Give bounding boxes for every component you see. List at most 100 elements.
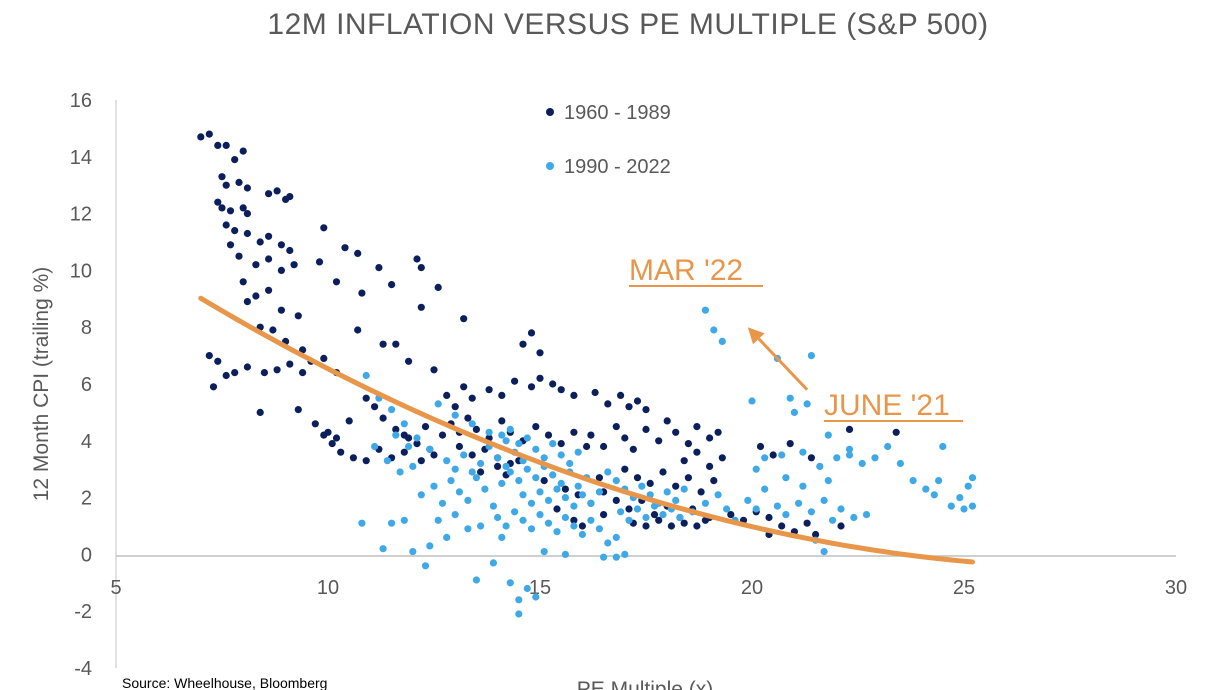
scatter-point-series-1: [845, 445, 854, 453]
scatter-point-series-0: [595, 474, 604, 482]
trendline: [198, 295, 975, 565]
scatter-point-series-1: [405, 442, 413, 451]
scatter-point-series-1: [388, 406, 396, 414]
scatter-point-series-1: [515, 610, 523, 618]
scatter-point-series-0: [672, 428, 680, 436]
scatter-point-series-0: [845, 425, 854, 433]
scatter-point-series-1: [523, 434, 531, 442]
scatter-point-series-1: [540, 548, 548, 556]
scatter-point-series-1: [553, 528, 561, 536]
scatter-point-series-1: [426, 542, 434, 550]
scatter-point-series-0: [621, 434, 629, 442]
scatter-point-series-1: [561, 494, 570, 502]
scatter-point-series-1: [460, 451, 468, 459]
scatter-point-series-0: [205, 352, 213, 360]
scatter-point-series-0: [477, 468, 485, 476]
scatter-point-series-0: [786, 440, 794, 448]
scatter-point-series-1: [561, 550, 570, 559]
scatter-point-series-1: [489, 559, 497, 567]
scatter-point-series-0: [299, 346, 307, 354]
scatter-point-series-1: [379, 545, 387, 553]
scatter-point-series-1: [782, 474, 790, 482]
scatter-point-series-0: [693, 448, 701, 456]
scatter-point-series-0: [273, 187, 281, 195]
scatter-point-series-0: [273, 366, 281, 374]
scatter-point-series-1: [617, 508, 625, 516]
scatter-point-series-1: [960, 505, 968, 513]
scatter-point-series-1: [816, 462, 824, 470]
scatter-point-series-1: [472, 576, 480, 584]
scatter-point-series-1: [561, 513, 570, 522]
scatter-point-series-1: [426, 445, 434, 453]
scatter-point-series-0: [235, 252, 243, 260]
scatter-point-series-1: [612, 533, 620, 542]
scatter-point-series-1: [807, 508, 816, 516]
scatter-point-series-0: [472, 425, 480, 433]
scatter-point-series-1: [396, 468, 404, 476]
scatter-point-series-1: [409, 462, 417, 470]
scatter-point-series-0: [243, 184, 251, 192]
scatter-point-series-1: [650, 502, 659, 510]
scatter-point-series-0: [239, 278, 247, 286]
scatter-point-series-0: [710, 477, 718, 485]
scatter-point-series-1: [820, 548, 828, 556]
scatter-point-series-0: [667, 522, 676, 530]
scatter-point-series-1: [443, 457, 451, 465]
scatter-point-series-0: [379, 340, 387, 348]
scatter-point-series-0: [421, 423, 430, 431]
scatter-point-series-1: [947, 502, 955, 510]
scatter-point-series-0: [604, 400, 612, 408]
scatter-point-series-1: [761, 454, 769, 462]
scatter-point-series-1: [557, 451, 565, 459]
scatter-point-series-0: [642, 406, 650, 414]
scatter-point-series-0: [417, 264, 425, 272]
scatter-point-series-1: [566, 459, 574, 468]
scatter-point-series-1: [532, 445, 540, 453]
scatter-point-series-1: [506, 425, 514, 433]
scatter-point-series-1: [748, 397, 756, 405]
scatter-point-series-0: [252, 292, 260, 300]
source-note: Source: Wheelhouse, Bloomberg: [122, 675, 327, 690]
scatter-point-series-1: [782, 510, 790, 519]
scatter-point-series-0: [672, 482, 680, 490]
scatter-point-series-0: [286, 360, 294, 368]
x-tick-label: 20: [741, 577, 763, 599]
scatter-point-series-1: [409, 548, 417, 556]
x-tick-label: 25: [953, 577, 975, 599]
scatter-point-series-1: [383, 457, 391, 465]
scatter-point-series-0: [265, 255, 273, 263]
scatter-point-series-0: [337, 448, 345, 456]
scatter-point-series-1: [443, 533, 451, 542]
scatter-point-series-1: [549, 471, 557, 479]
scatter-point-series-0: [354, 249, 362, 257]
scatter-point-series-1: [519, 491, 527, 499]
scatter-point-series-1: [922, 485, 930, 493]
scatter-point-series-0: [222, 221, 230, 229]
y-tick-labels: -4 -2 0 2 4 6 8 10 12 14 16: [70, 90, 92, 680]
scatter-point-series-0: [388, 281, 396, 289]
scatter-point-series-0: [379, 414, 387, 422]
scatter-point-series-1: [451, 510, 459, 519]
scatter-point-series-1: [447, 477, 455, 485]
scatter-point-series-1: [799, 482, 807, 490]
scatter-point-series-0: [375, 264, 383, 272]
scatter-point-series-1: [587, 516, 595, 524]
scatter-point-series-0: [277, 306, 285, 314]
scatter-point-series-1: [663, 488, 671, 496]
scatter-point-series-1: [845, 451, 854, 459]
scatter-point-series-0: [231, 156, 239, 164]
scatter-point-series-1: [604, 468, 612, 476]
annotations: MAR '22 JUNE '21: [629, 254, 963, 422]
scatter-point-series-1: [956, 494, 964, 502]
scatter-point-series-0: [498, 417, 506, 425]
scatter-point-series-1: [527, 499, 536, 507]
scatter-point-series-0: [362, 457, 370, 465]
scatter-point-series-0: [532, 423, 540, 431]
scatter-point-series-0: [299, 369, 307, 377]
scatter-point-series-0: [468, 451, 476, 459]
scatter-point-series-1: [574, 482, 582, 490]
scatter-point-series-0: [803, 519, 811, 527]
scatter-point-series-0: [320, 224, 328, 232]
scatter-point-series-1: [506, 468, 514, 476]
scatter-point-series-1: [896, 459, 905, 468]
